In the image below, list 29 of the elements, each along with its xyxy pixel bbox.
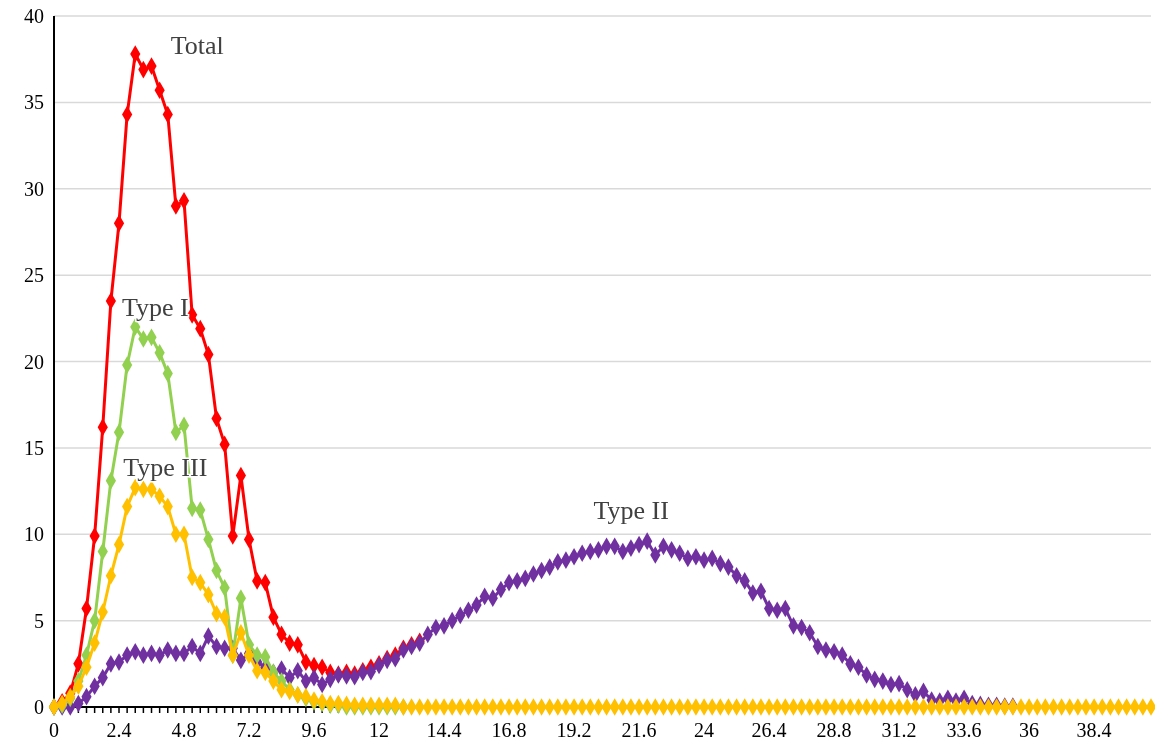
x-tick-label: 4.8: [171, 719, 197, 741]
x-tick-label: 12: [369, 719, 390, 741]
y-tick-label: 0: [34, 696, 44, 718]
x-tick-label: 7.2: [236, 719, 262, 741]
y-tick-label: 40: [24, 5, 44, 27]
x-tick-label: 26.4: [751, 719, 787, 741]
x-tick-label: 36: [1019, 719, 1040, 741]
y-tick-label: 5: [34, 609, 44, 632]
y-tick-label: 10: [24, 523, 44, 546]
series-label: Type I: [121, 292, 189, 322]
x-tick-label: 16.8: [491, 719, 527, 741]
y-tick-label: 25: [24, 264, 44, 287]
x-tick-label: 0: [49, 719, 59, 741]
series-label: Total: [170, 31, 224, 61]
x-tick-label: 28.8: [816, 719, 852, 741]
series-label: Type II: [593, 496, 669, 526]
x-tick-label: 24: [694, 719, 715, 741]
x-tick-label: 19.2: [556, 719, 592, 741]
y-tick-label: 35: [24, 91, 44, 114]
y-tick-label: 30: [24, 177, 44, 200]
y-tick-label: 15: [24, 436, 44, 459]
x-tick-label: 31.2: [881, 719, 917, 741]
y-tick-label: 20: [24, 350, 44, 373]
x-tick-label: 38.4: [1076, 719, 1112, 741]
x-tick-label: 21.6: [621, 719, 657, 741]
x-tick-label: 33.6: [946, 719, 982, 741]
x-tick-label: 14.4: [426, 719, 462, 741]
x-tick-label: 2.4: [106, 719, 132, 741]
x-tick-label: 9.6: [301, 719, 327, 741]
